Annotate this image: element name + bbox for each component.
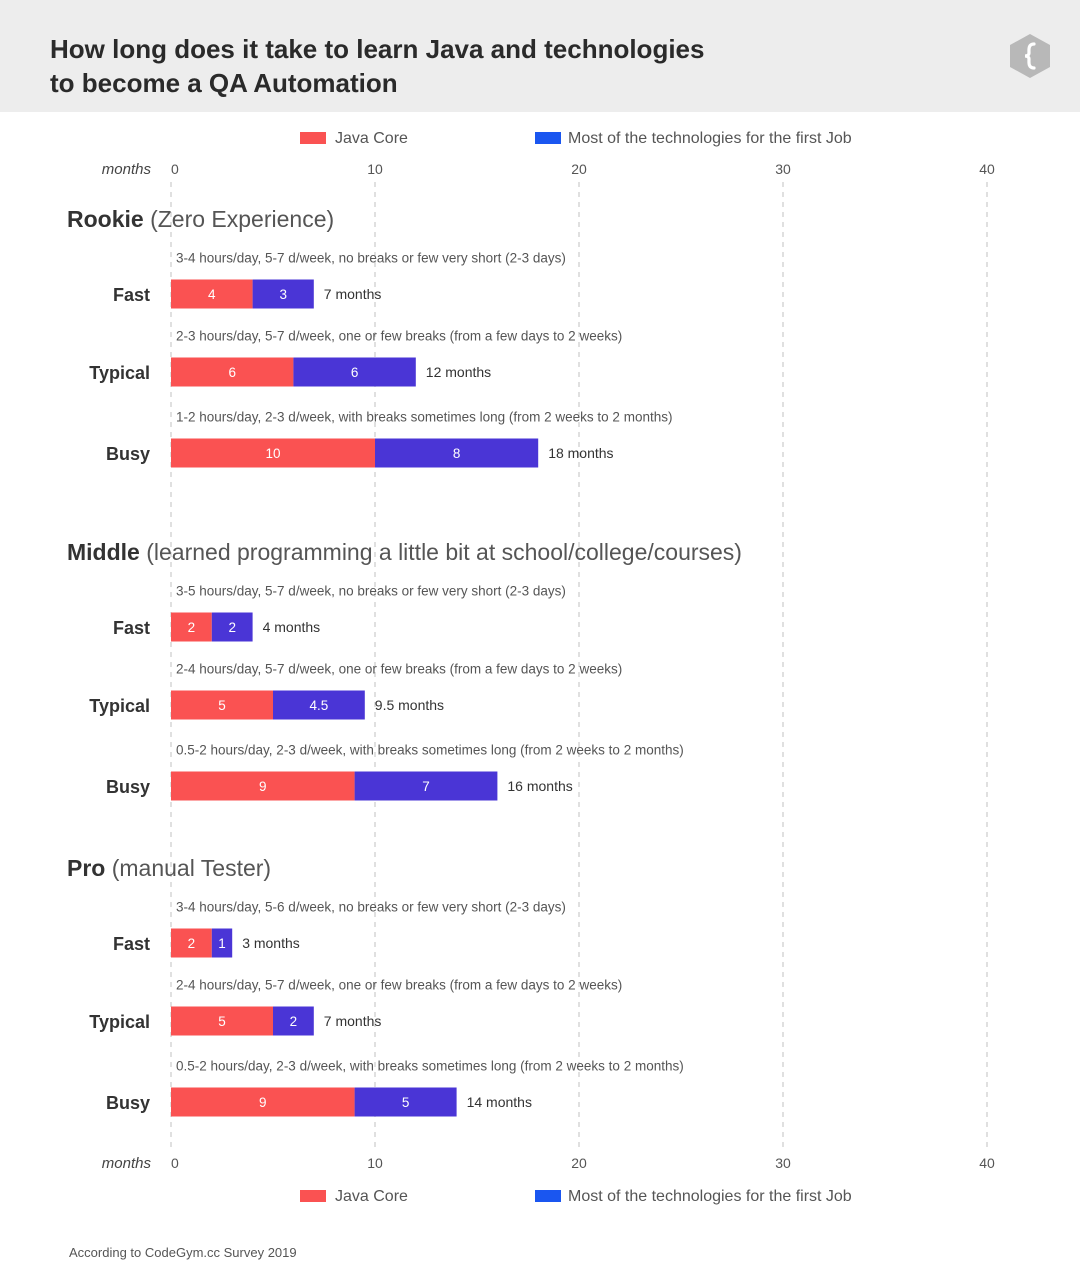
axis-tick-label: 20 bbox=[571, 161, 587, 177]
row-description: 0.5-2 hours/day, 2-3 d/week, with breaks… bbox=[176, 743, 684, 758]
group-name: Middle bbox=[67, 539, 140, 565]
row-label: Fast bbox=[113, 285, 150, 305]
group-subtitle: (learned programming a little bit at sch… bbox=[140, 539, 742, 565]
bar-java-core bbox=[171, 1087, 355, 1117]
row-label: Typical bbox=[89, 363, 150, 383]
bar-total-label: 16 months bbox=[507, 778, 572, 794]
codegym-brace-hexagon-icon bbox=[1010, 34, 1050, 78]
group-name: Pro bbox=[67, 855, 105, 881]
bar-java-core-label: 2 bbox=[188, 936, 196, 951]
bar-technologies-label: 2 bbox=[228, 620, 236, 635]
legend-swatch bbox=[300, 1190, 326, 1202]
bar-java-core-label: 5 bbox=[218, 1014, 226, 1029]
axis-label: months bbox=[102, 161, 152, 178]
row-label: Fast bbox=[113, 618, 150, 638]
bar-java-core-label: 9 bbox=[259, 779, 267, 794]
legend-swatch bbox=[535, 1190, 561, 1202]
bar-total-label: 12 months bbox=[426, 364, 491, 380]
bar-technologies bbox=[273, 690, 365, 720]
bar-java-core-label: 5 bbox=[218, 698, 226, 713]
bar-technologies-label: 6 bbox=[351, 365, 359, 380]
row-label: Fast bbox=[113, 934, 150, 954]
bar-java-core bbox=[171, 771, 355, 801]
row-description: 2-4 hours/day, 5-7 d/week, one or few br… bbox=[176, 662, 622, 677]
bar-java-core-label: 4 bbox=[208, 287, 216, 302]
footnote-source: According to CodeGym.cc Survey 2019 bbox=[69, 1245, 297, 1260]
bar-total-label: 7 months bbox=[324, 1013, 382, 1029]
bar-technologies bbox=[375, 438, 539, 468]
axis-tick-label: 40 bbox=[979, 161, 995, 177]
bar-technologies bbox=[354, 1087, 457, 1117]
axis-tick-label: 10 bbox=[367, 161, 383, 177]
bar-java-core bbox=[171, 357, 294, 387]
bar-technologies-label: 1 bbox=[218, 936, 226, 951]
row-description: 3-5 hours/day, 5-7 d/week, no breaks or … bbox=[176, 584, 566, 599]
bar-java-core-label: 2 bbox=[188, 620, 196, 635]
row-description: 3-4 hours/day, 5-7 d/week, no breaks or … bbox=[176, 251, 566, 266]
bar-technologies bbox=[354, 771, 498, 801]
axis-tick-label: 0 bbox=[171, 1155, 179, 1171]
bar-total-label: 4 months bbox=[263, 619, 321, 635]
axis-tick-label: 20 bbox=[571, 1155, 587, 1171]
bar-technologies bbox=[211, 928, 233, 958]
bar-technologies bbox=[273, 1006, 314, 1036]
row-label: Busy bbox=[106, 777, 150, 797]
bar-technologies bbox=[211, 612, 253, 642]
axis-label: months bbox=[102, 1155, 152, 1172]
legend-swatch bbox=[535, 132, 561, 144]
axis-tick-label: 10 bbox=[367, 1155, 383, 1171]
bar-java-core bbox=[171, 279, 253, 309]
bar-technologies bbox=[293, 357, 416, 387]
axis-tick-label: 30 bbox=[775, 1155, 791, 1171]
group-subtitle: (manual Tester) bbox=[105, 855, 271, 881]
legend-label: Most of the technologies for the first J… bbox=[568, 130, 852, 147]
bar-technologies-label: 3 bbox=[279, 287, 287, 302]
bar-technologies-label: 8 bbox=[453, 446, 461, 461]
row-label: Typical bbox=[89, 1012, 150, 1032]
bar-technologies-label: 4.5 bbox=[310, 698, 329, 713]
bar-java-core bbox=[171, 690, 273, 720]
bar-technologies bbox=[252, 279, 314, 309]
row-description: 3-4 hours/day, 5-6 d/week, no breaks or … bbox=[176, 900, 566, 915]
axis-tick-label: 40 bbox=[979, 1155, 995, 1171]
group-subtitle: (Zero Experience) bbox=[144, 206, 334, 232]
legend-swatch bbox=[300, 132, 326, 144]
row-description: 2-3 hours/day, 5-7 d/week, one or few br… bbox=[176, 329, 622, 344]
group-title: Middle (learned programming a little bit… bbox=[67, 539, 742, 565]
group-title: Rookie (Zero Experience) bbox=[67, 206, 334, 232]
row-description: 0.5-2 hours/day, 2-3 d/week, with breaks… bbox=[176, 1059, 684, 1074]
page-title: How long does it take to learn Java and … bbox=[50, 34, 705, 98]
bar-total-label: 14 months bbox=[467, 1094, 532, 1110]
bar-total-label: 7 months bbox=[324, 286, 382, 302]
bar-total-label: 9.5 months bbox=[375, 697, 444, 713]
bar-total-label: 3 months bbox=[242, 935, 300, 951]
axis-tick-label: 30 bbox=[775, 161, 791, 177]
bar-java-core bbox=[171, 928, 212, 958]
row-label: Busy bbox=[106, 1093, 150, 1113]
row-label: Busy bbox=[106, 444, 150, 464]
bar-java-core-label: 6 bbox=[228, 365, 236, 380]
axis-tick-label: 0 bbox=[171, 161, 179, 177]
bar-java-core-label: 10 bbox=[265, 446, 280, 461]
bar-technologies-label: 2 bbox=[290, 1014, 298, 1029]
group-name: Rookie bbox=[67, 206, 144, 232]
bar-java-core-label: 9 bbox=[259, 1095, 267, 1110]
legend-label: Java Core bbox=[335, 130, 408, 147]
bar-java-core bbox=[171, 612, 212, 642]
row-description: 1-2 hours/day, 2-3 d/week, with breaks s… bbox=[176, 410, 672, 425]
group-title: Pro (manual Tester) bbox=[67, 855, 271, 881]
legend-label: Most of the technologies for the first J… bbox=[568, 1188, 852, 1205]
header-banner: How long does it take to learn Java and … bbox=[0, 0, 1080, 112]
row-description: 2-4 hours/day, 5-7 d/week, one or few br… bbox=[176, 978, 622, 993]
bar-technologies-label: 7 bbox=[422, 779, 430, 794]
bar-technologies-label: 5 bbox=[402, 1095, 410, 1110]
bar-total-label: 18 months bbox=[548, 445, 613, 461]
bar-java-core bbox=[171, 438, 375, 468]
row-label: Typical bbox=[89, 696, 150, 716]
bar-java-core bbox=[171, 1006, 273, 1036]
legend-label: Java Core bbox=[335, 1188, 408, 1205]
